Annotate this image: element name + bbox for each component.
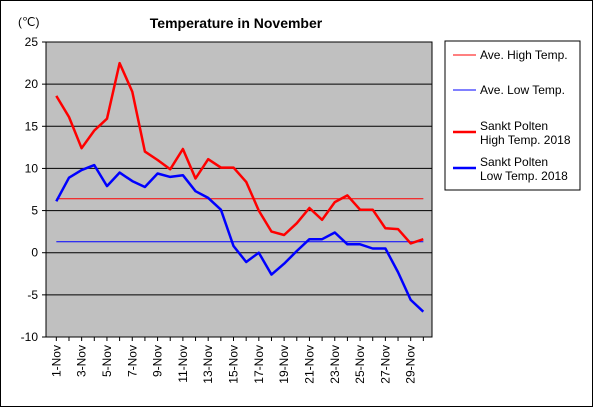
- y-tick-label: 20: [25, 77, 39, 91]
- x-tick-label: 25-Nov: [353, 345, 367, 384]
- plot-background: [45, 41, 433, 338]
- y-tick-label: -10: [21, 330, 39, 344]
- legend-label: Ave. High Temp.: [480, 48, 568, 62]
- y-tick-label: 0: [31, 246, 38, 260]
- legend: Ave. High Temp. Ave. Low Temp. Sankt Polte…: [444, 40, 581, 191]
- series-line-sankt-polten-high: [55, 61, 424, 245]
- x-tick-label: 23-Nov: [328, 345, 342, 384]
- legend-box: [444, 40, 581, 191]
- y-tick-label: 10: [25, 161, 39, 175]
- x-tick-label: 29-Nov: [404, 345, 418, 384]
- plot-area: 25 20 15 10 5 0 -5 -10 1-Nov 3-Nov 5-Nov 7-Nov 9-Nov…: [21, 35, 433, 384]
- x-tick-label: 13-Nov: [201, 345, 215, 384]
- y-tick-label: 15: [25, 119, 39, 133]
- legend-label: High Temp. 2018: [480, 133, 571, 147]
- x-tick-label: 5-Nov: [100, 345, 114, 377]
- x-tick-label: 1-Nov: [49, 345, 63, 377]
- y-tick-label: 25: [25, 35, 39, 49]
- x-tick-label: 7-Nov: [125, 345, 139, 377]
- series-line-sankt-polten-low: [55, 163, 425, 313]
- legend-label: Sankt Polten: [480, 119, 548, 133]
- x-tick-label: 17-Nov: [252, 345, 266, 384]
- chart-title: Temperature in November: [150, 15, 323, 31]
- y-tick-label: 5: [31, 204, 38, 218]
- legend-label: Sankt Polten: [480, 155, 548, 169]
- y-axis-unit-label: (℃): [18, 15, 39, 29]
- x-tick-label: 19-Nov: [277, 345, 291, 384]
- x-tick-label: 15-Nov: [227, 345, 241, 384]
- legend-label: Ave. Low Temp.: [480, 83, 565, 97]
- y-tick-label: -5: [27, 288, 38, 302]
- legend-label: Low Temp. 2018: [480, 169, 568, 183]
- x-tick-label: 27-Nov: [378, 345, 392, 384]
- x-tick-label: 21-Nov: [302, 345, 316, 384]
- x-tick-label: 9-Nov: [151, 345, 165, 377]
- x-tick-label: 3-Nov: [75, 345, 89, 377]
- x-tick-label: 11-Nov: [176, 345, 190, 383]
